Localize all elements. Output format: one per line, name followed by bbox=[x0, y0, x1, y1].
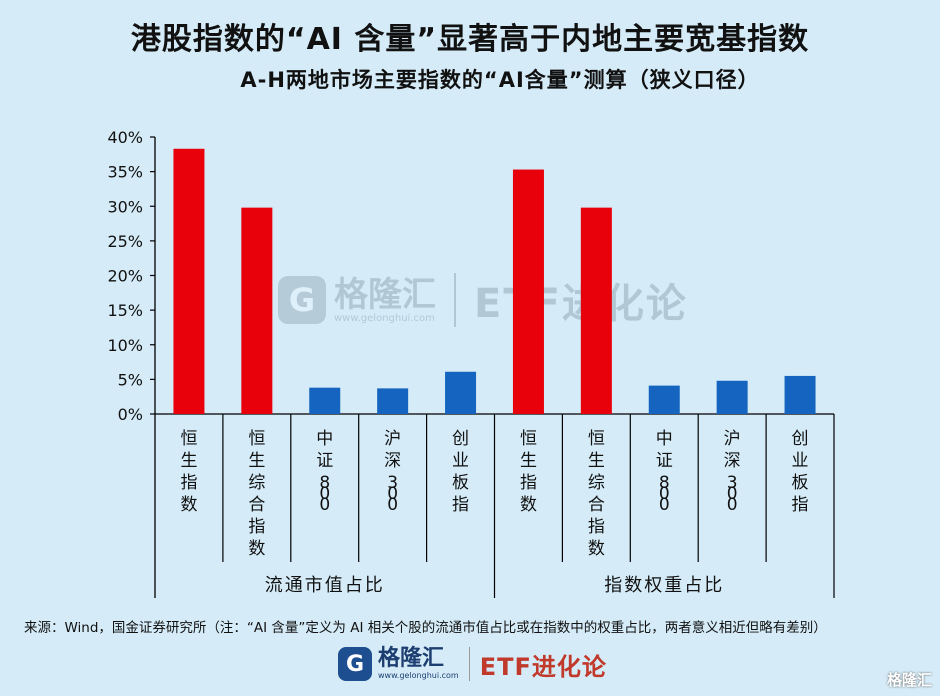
logo-brand: ETF进化论 bbox=[479, 652, 607, 681]
y-tick-label: 25% bbox=[107, 232, 143, 251]
bar bbox=[512, 169, 544, 414]
x-category-label: 创业板指 bbox=[452, 429, 469, 515]
logo-divider bbox=[468, 647, 470, 681]
chart-subtitle: A-H两地市场主要指数的“AI含量”测算（狭义口径） bbox=[240, 68, 760, 92]
x-category-label: 创业板指 bbox=[792, 429, 809, 515]
x-category-label: 沪深 3 0 0 bbox=[724, 429, 741, 515]
logo-url: www.gelonghui.com bbox=[378, 671, 459, 680]
y-tick-label: 40% bbox=[107, 128, 143, 147]
footer-logo: G 格隆汇 www.gelonghui.com ETF进化论 bbox=[338, 644, 618, 684]
bar bbox=[241, 207, 273, 414]
x-category-label: 中证 8 0 0 bbox=[316, 429, 333, 515]
bar bbox=[784, 375, 816, 414]
bar bbox=[648, 385, 680, 414]
y-tick-label: 5% bbox=[118, 370, 143, 389]
gelonghui-logo-icon: G bbox=[338, 647, 372, 681]
bar bbox=[377, 388, 409, 414]
x-category-label: 恒生指数 bbox=[520, 429, 537, 515]
y-tick-label: 10% bbox=[107, 336, 143, 355]
y-tick-label: 30% bbox=[107, 197, 143, 216]
y-tick-label: 15% bbox=[107, 301, 143, 320]
x-category-label: 恒生综合指数 bbox=[588, 429, 605, 559]
chart-title: 港股指数的“AI 含量”显著高于内地主要宽基指数 bbox=[130, 22, 810, 57]
x-category-label: 中证 8 0 0 bbox=[656, 429, 673, 515]
x-group-label: 流通市值占比 bbox=[265, 575, 385, 596]
x-category-label: 恒生综合指数 bbox=[248, 429, 265, 559]
bar bbox=[173, 148, 205, 414]
logo-name: 格隆汇 bbox=[378, 646, 445, 671]
x-group-label: 指数权重占比 bbox=[604, 575, 724, 596]
bar bbox=[580, 207, 612, 414]
bar bbox=[309, 387, 341, 414]
x-category-label: 恒生指数 bbox=[180, 429, 197, 515]
bar bbox=[716, 380, 748, 414]
y-tick-label: 20% bbox=[107, 267, 143, 286]
y-tick-label: 0% bbox=[118, 405, 143, 424]
source-note: 来源：Wind，国金证券研究所（注：“AI 含量”定义为 AI 相关个股的流通市… bbox=[24, 620, 827, 636]
y-tick-label: 35% bbox=[107, 163, 143, 182]
bar-chart: 0% 5% 10% 15% 20% 25% 30% 35% 40% 恒生指数 恒生综合指数 中证 8 0 0… bbox=[107, 128, 835, 598]
bar bbox=[445, 371, 477, 414]
x-category-label: 沪深 3 0 0 bbox=[384, 429, 401, 515]
corner-watermark: 格隆汇 bbox=[886, 671, 932, 689]
